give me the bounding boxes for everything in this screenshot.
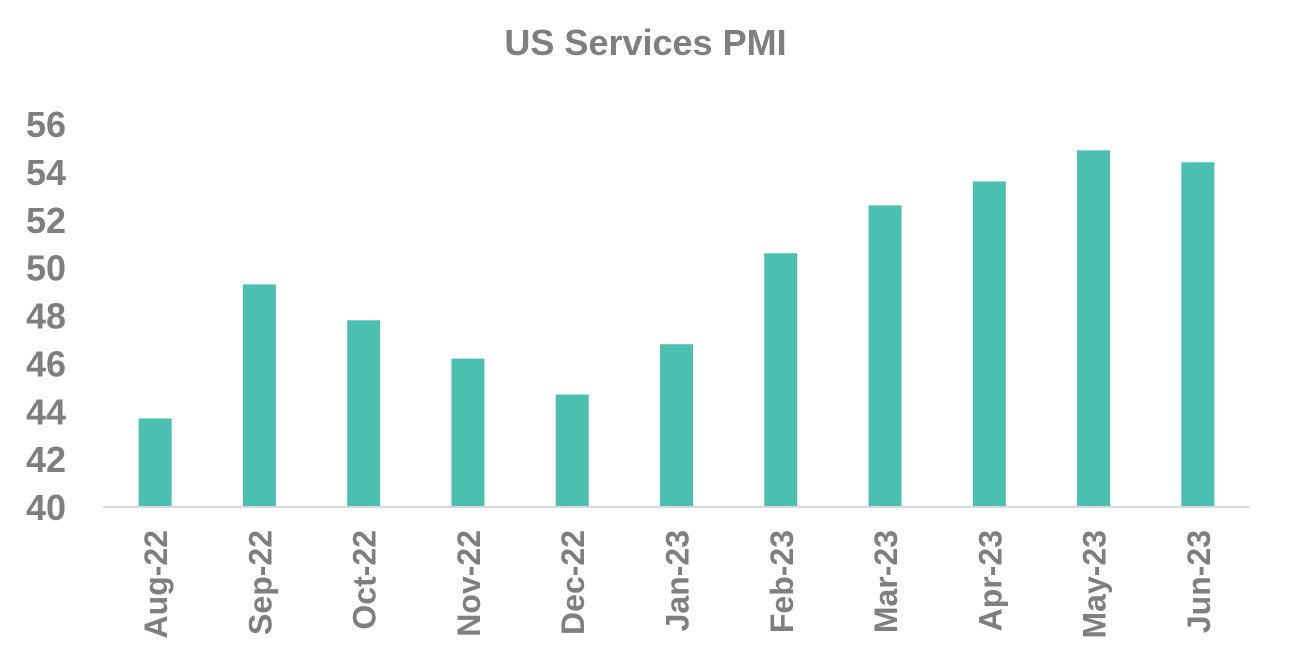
y-axis-ticks: 40 42 44 46 48 50 52 54 56: [26, 104, 66, 528]
y-tick-label: 54: [26, 152, 66, 193]
y-tick-label: 48: [26, 296, 66, 337]
y-tick-label: 50: [26, 248, 66, 289]
bar-nov-22: [451, 358, 485, 507]
x-tick-label: Sep-22: [242, 530, 278, 635]
bar-jan-23: [660, 344, 693, 507]
y-tick-label: 42: [26, 439, 66, 480]
bar-series: [138, 150, 1215, 508]
y-tick-label: 56: [26, 104, 66, 145]
x-tick-label: May-23: [1077, 530, 1113, 639]
y-tick-label: 52: [26, 200, 66, 241]
x-tick-label: Nov-22: [451, 530, 487, 637]
x-tick-label: Feb-23: [764, 530, 800, 633]
x-tick-label: Jan-23: [660, 530, 696, 631]
bar-aug-22: [138, 418, 172, 507]
x-axis-ticks: Aug-22 Sep-22 Oct-22 Nov-22 Dec-22 Jan-23 Feb-…: [138, 530, 1217, 639]
x-tick-label: Oct-22: [347, 530, 383, 630]
bar-mar-23: [868, 205, 902, 507]
x-tick-label: Aug-22: [138, 530, 174, 638]
x-tick-label: Mar-23: [868, 530, 904, 633]
x-tick-label: Jun-23: [1181, 530, 1217, 633]
bar-jun-23: [1181, 162, 1215, 508]
x-tick-label: Dec-22: [555, 530, 591, 635]
y-tick-label: 44: [26, 391, 66, 432]
x-tick-label: Apr-23: [972, 530, 1008, 631]
bar-dec-22: [555, 394, 589, 507]
bar-sep-22: [242, 284, 276, 507]
bar-feb-23: [764, 253, 798, 507]
bar-apr-23: [972, 181, 1006, 507]
y-tick-label: 40: [26, 487, 66, 528]
chart-title: US Services PMI: [504, 22, 787, 63]
y-tick-label: 46: [26, 343, 66, 384]
bar-may-23: [1077, 150, 1111, 508]
bar-oct-22: [347, 320, 381, 507]
